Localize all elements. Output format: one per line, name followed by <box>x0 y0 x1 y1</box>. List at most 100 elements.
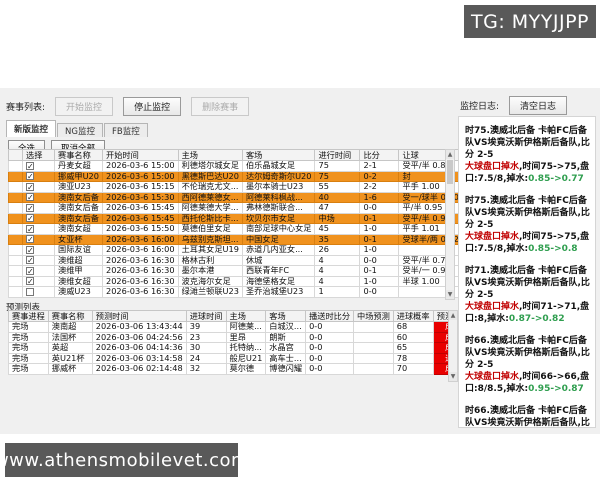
row-checkbox[interactable] <box>26 172 34 180</box>
row-checkbox[interactable] <box>26 256 34 264</box>
row-checkbox[interactable] <box>26 266 34 275</box>
scroll-down-icon[interactable]: ▼ <box>446 290 454 299</box>
home-team-cell: 波克海尔女足 <box>177 275 243 287</box>
stop-monitor-button[interactable]: 停止监控 <box>123 96 182 116</box>
elapsed-time-cell: 40 <box>314 191 361 203</box>
elapsed-time-cell: 1 <box>314 286 361 298</box>
delete-match-button[interactable]: 删除赛事 <box>191 96 250 116</box>
scroll-down-icon[interactable]: ▼ <box>449 372 457 381</box>
home-team-cell: 绿滩兰顿联U23 <box>177 286 243 298</box>
row-checkbox[interactable] <box>26 224 34 233</box>
row-checkbox[interactable] <box>26 214 34 222</box>
scroll-up-icon[interactable]: ▲ <box>449 311 457 320</box>
scrollbar-thumb[interactable] <box>447 160 453 184</box>
checkbox-cell <box>22 202 55 214</box>
away-team-cell: 伯乐晶城女足 <box>241 160 316 172</box>
start-time-cell: 2026-03-6 15:50 <box>102 223 179 235</box>
elapsed-time-cell: 45 <box>314 223 361 235</box>
broadcast-score-cell: 0-0 <box>305 321 355 333</box>
tab-新版监控[interactable]: 新版监控 <box>6 120 57 137</box>
column-header: 客场 <box>265 310 307 322</box>
row-checkbox[interactable] <box>26 161 34 170</box>
elapsed-time-cell: 4 <box>314 254 361 266</box>
table-row[interactable]: 澳威U23 2026-03-6 16:30 绿滩兰顿联U23 圣乔治城堡U23 1 0-0 <box>8 286 512 298</box>
row-checkbox[interactable] <box>26 193 34 201</box>
log-entry: 时75.澳威北后备 卡帕FC后备队VS埃竟沃斯伊格斯后备队,比分 2-5 大球盘口… <box>465 125 590 185</box>
away-team-cell: 博德闪耀 <box>265 363 307 375</box>
prediction-time-cell: 2026-03-06 02:14:48 <box>91 363 187 375</box>
row-checkbox[interactable] <box>26 235 34 243</box>
start-time-cell: 2026-03-6 15:00 <box>102 170 179 182</box>
checkbox-cell <box>22 212 55 224</box>
away-team-cell: 墨尔本骑士U23 <box>241 181 316 193</box>
league-cell: 澳南女后备 <box>54 191 103 203</box>
progress-cell: 完场 <box>8 363 49 375</box>
broadcast-score-cell: 0-0 <box>305 331 355 343</box>
log-water-change: 0.87->0.82 <box>508 314 565 324</box>
monitor-log-area[interactable]: 时75.澳威北后备 卡帕FC后备队VS埃竟沃斯伊格斯后备队,比分 2-5 大球盘口… <box>458 116 596 428</box>
row-checkbox[interactable] <box>26 277 34 285</box>
league-cell: 英U21杯 <box>47 352 93 364</box>
checkbox-cell <box>22 160 55 172</box>
goal-probability-cell: 78 <box>392 352 434 364</box>
goal-time-cell: 39 <box>185 321 227 333</box>
league-cell: 挪威杯 <box>47 363 93 375</box>
scroll-up-icon[interactable]: ▲ <box>446 150 454 159</box>
home-team-cell: 墨尔本港 <box>177 265 243 277</box>
league-cell: 法国杯 <box>47 331 93 343</box>
goal-time-cell: 30 <box>185 342 227 354</box>
column-header: 客场 <box>241 149 316 161</box>
away-team-cell: 南部足球中心女足 <box>241 223 316 235</box>
tab-NG监控[interactable]: NG监控 <box>57 123 103 137</box>
row-checkbox[interactable] <box>26 182 34 191</box>
row-indicator <box>8 170 23 182</box>
prediction-time-cell: 2026-03-06 04:24:56 <box>91 331 187 343</box>
log-water-change: 0.85->0.8 <box>528 244 578 254</box>
column-header: 播送时比分 <box>305 310 355 322</box>
goal-probability-cell: 68 <box>392 321 434 333</box>
home-team-cell: 不伦瑞克尤文... <box>177 181 243 193</box>
match-table-scrollbar[interactable]: ▲ ▼ <box>445 149 455 300</box>
row-indicator <box>8 244 23 256</box>
monitor-tabs: 新版监控 NG监控 FB监控 <box>6 120 149 137</box>
row-checkbox[interactable] <box>26 287 34 296</box>
home-team-cell: 般尼U21 <box>225 352 267 364</box>
start-time-cell: 2026-03-6 15:45 <box>102 212 179 224</box>
column-header <box>8 149 23 161</box>
log-detail-text: ,时间75->75,盘口:7.5/8,掉水: <box>465 162 590 184</box>
checkbox-cell <box>22 254 55 266</box>
column-header: 进行时间 <box>314 149 361 161</box>
checkbox-cell <box>22 286 55 298</box>
score-cell: 1-0 <box>359 275 400 287</box>
clear-log-button[interactable]: 清空日志 <box>509 96 568 115</box>
broadcast-score-cell: 0-0 <box>305 352 355 364</box>
prediction-table-scrollbar[interactable]: ▲ ▼ <box>448 310 458 382</box>
column-header: 赛事名称 <box>54 149 103 161</box>
telegram-handle: TG: MYYJJPP <box>471 10 589 33</box>
row-checkbox[interactable] <box>26 203 34 212</box>
website-url: www.athensmobilevet.com <box>0 449 250 471</box>
start-monitor-button[interactable]: 开始监控 <box>55 96 114 116</box>
match-list-title: 赛事列表: <box>6 102 46 113</box>
home-team-cell: 里昂 <box>225 331 267 343</box>
home-team-cell: 阿德莱... <box>225 321 267 333</box>
log-match-info: 时71.澳威北后备 卡帕FC后备队VS埃竟沃斯伊格斯后备队,比分 2-5 <box>465 266 590 300</box>
tab-FB监控[interactable]: FB监控 <box>103 123 148 137</box>
log-match-info: 时66.澳威北后备 卡帕FC后备队VS埃竟沃斯伊格斯后备队,比分 2-5 <box>465 406 590 428</box>
row-checkbox[interactable] <box>26 245 34 254</box>
column-header: 中场预测 <box>353 310 394 322</box>
home-team-cell: 莫尔德 <box>225 363 267 375</box>
